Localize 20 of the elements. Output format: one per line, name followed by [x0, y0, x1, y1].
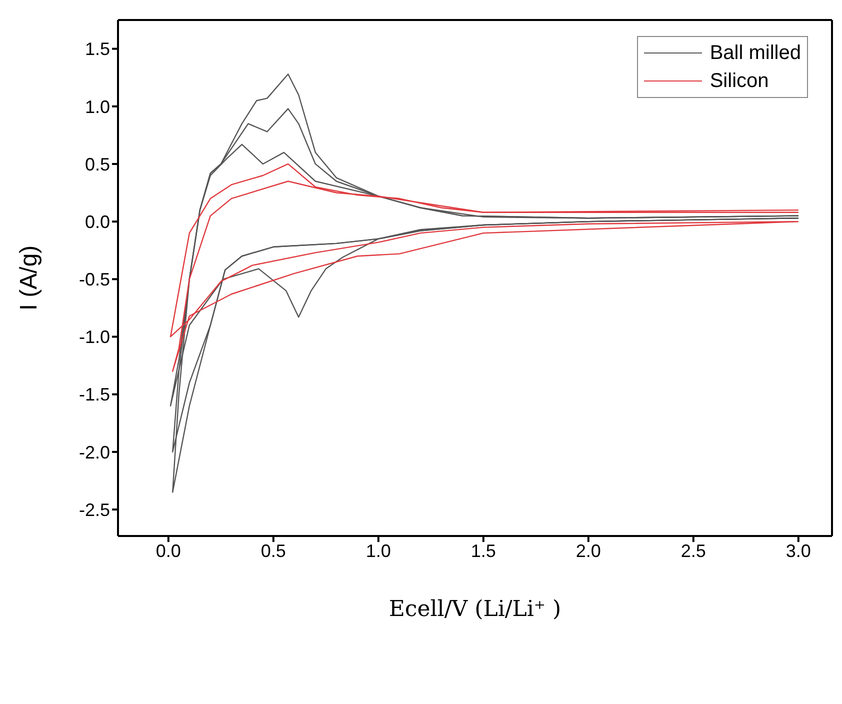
x-tick-label: 1.5 [470, 540, 496, 561]
y-tick-label: -1.5 [78, 384, 110, 405]
y-tick-label: 0.5 [84, 154, 110, 174]
y-tick-label: -1.0 [78, 327, 110, 348]
x-tick-label: 0.0 [156, 540, 181, 561]
y-tick-label: -2.5 [78, 500, 110, 520]
y-tick-label: 1.0 [84, 96, 110, 117]
x-tick-label: 3.0 [786, 540, 811, 561]
legend-label: Silicon [710, 69, 769, 94]
y-axis-title: I (A/g) [16, 245, 43, 311]
y-tick-label: 0.0 [84, 212, 110, 232]
x-tick-label: 2.0 [576, 540, 601, 561]
x-tick-label: 2.5 [680, 540, 706, 561]
y-tick-label: 1.5 [84, 39, 110, 60]
x-axis-title: Ecell/V (Li/Li⁺ ) [388, 597, 562, 622]
y-tick-label: -2.0 [78, 442, 110, 462]
legend-label: Ball milled [710, 41, 801, 66]
x-tick-label: 1.0 [366, 540, 391, 561]
y-tick-label: -0.5 [78, 270, 110, 290]
x-tick-label: 0.5 [260, 540, 286, 561]
